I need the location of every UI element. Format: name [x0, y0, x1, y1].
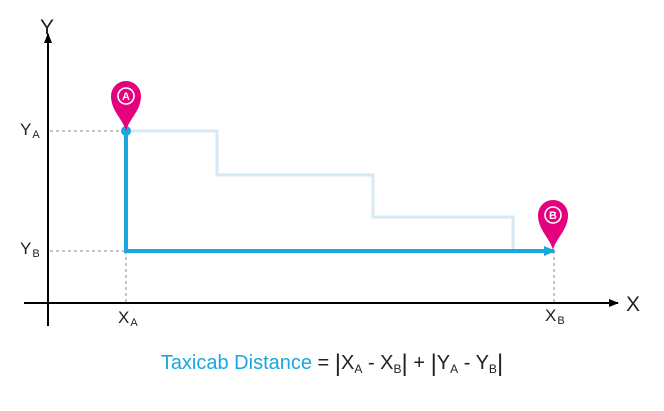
formula-x2-sub: B: [393, 362, 402, 376]
alternate-path: [127, 129, 515, 250]
formula-plus: +: [407, 352, 431, 374]
formula-y1-sub: A: [450, 362, 459, 376]
pin-b-icon: B: [538, 200, 568, 250]
formula-y1: Y: [436, 352, 451, 374]
formula-bar-1: |: [334, 350, 342, 377]
tick-xb-sub: B: [557, 315, 565, 327]
tick-yb: YB: [20, 240, 40, 260]
tick-xb: XB: [545, 307, 565, 327]
tick-yb-sub: B: [32, 248, 40, 260]
pin-b-label: B: [549, 210, 557, 222]
pin-a-label: A: [122, 91, 130, 103]
formula-x1-sub: A: [354, 362, 363, 376]
formula-equals: =: [312, 352, 335, 374]
y-axis-label: Y: [40, 16, 55, 39]
formula-bar-3: |: [430, 350, 437, 377]
x-axis-label: X: [626, 293, 641, 316]
tick-xa-sub: A: [130, 317, 138, 329]
formula-x1: X: [341, 352, 355, 374]
tick-xa-base: X: [118, 308, 130, 327]
tick-ya: YA: [20, 121, 40, 141]
tick-xa: XA: [118, 309, 138, 329]
formula-bar-4: |: [496, 350, 504, 377]
pin-a-icon: A: [111, 81, 141, 131]
formula-y2: Y: [475, 352, 489, 374]
formula-x2: X: [380, 352, 394, 374]
tick-yb-base: Y: [20, 239, 32, 258]
formula-name: Taxicab Distance: [160, 352, 312, 374]
tick-xb-base: X: [545, 306, 557, 325]
formula-y2-sub: B: [488, 362, 497, 376]
taxicab-formula: Taxicab Distance = |XA - XB| + |YA - YB|: [0, 352, 664, 376]
formula-minus-2: -: [458, 352, 476, 374]
formula-minus-1: -: [362, 352, 381, 374]
formula-bar-2: |: [401, 350, 408, 377]
tick-ya-sub: A: [32, 129, 40, 141]
tick-ya-base: Y: [20, 120, 32, 139]
